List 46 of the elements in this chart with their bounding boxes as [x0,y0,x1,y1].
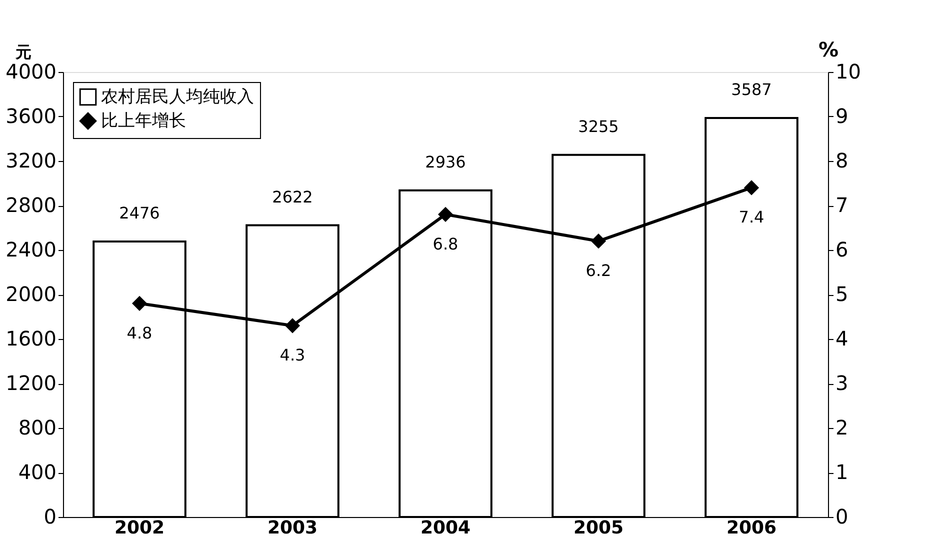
data-label: 2936 [425,152,466,172]
y-tick-label: 800 [18,416,56,440]
y2-tick-label: 4 [836,326,848,350]
y2-tick-label: 9 [836,104,848,128]
data-label: 4.8 [126,323,152,342]
y-tick-label: 3200 [6,148,56,172]
y2-tick-label: 7 [836,193,848,217]
y-tick-label: 3600 [6,104,56,128]
data-label: 4.3 [280,346,306,365]
x-tick-label: 2004 [420,518,471,538]
y-tick-label: 2400 [6,238,56,262]
x-tick-label: 2005 [573,518,624,538]
y2-tick-label: 10 [836,60,861,84]
x-tick-label: 2003 [267,518,318,538]
legend-label: 农村居民人均纯收入 [101,87,254,107]
data-label: 6.2 [586,261,612,280]
data-label: 2622 [272,187,313,206]
y-tick-label: 2000 [6,282,56,306]
y-tick-label: 400 [18,460,56,484]
x-tick-label: 2006 [726,518,777,538]
point [132,296,147,311]
data-label: 3255 [578,116,619,136]
y-tick-label: 0 [44,504,56,528]
point [285,318,300,333]
point [591,234,606,248]
y2-tick-label: 5 [836,282,848,306]
y-tick-label: 4000 [6,60,56,84]
y2-tick-label: 6 [836,238,848,262]
data-label: 6.8 [432,234,458,254]
y-tick-label: 1600 [6,326,56,350]
data-label: 3587 [731,80,772,99]
y2-axis-title: % [818,38,838,62]
y2-tick-label: 8 [836,148,848,172]
y2-tick-label: 0 [836,504,848,528]
point [438,207,453,222]
legend-label: 比上年增长 [101,111,186,131]
y2-tick-label: 2 [836,416,848,440]
data-label: 7.4 [738,208,764,227]
data-label: 2476 [119,204,160,223]
y-tick-label: 2800 [6,193,56,217]
point [744,180,759,195]
y2-tick-label: 1 [836,460,848,484]
y2-tick-label: 3 [836,371,848,395]
y-tick-label: 1200 [6,371,56,395]
x-tick-label: 2002 [114,518,165,538]
y-axis-title: 元 [14,42,32,62]
